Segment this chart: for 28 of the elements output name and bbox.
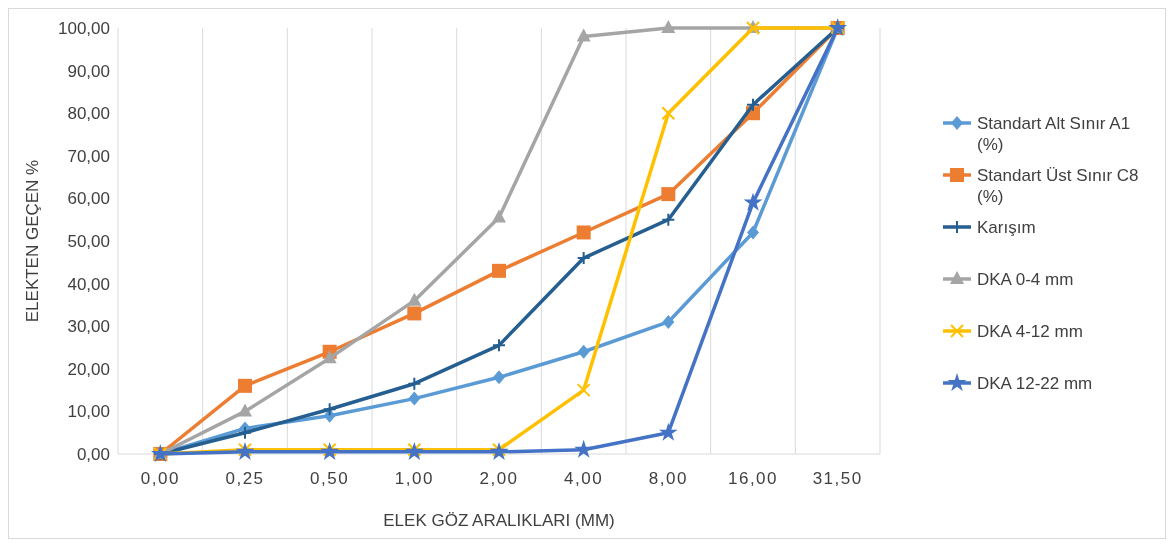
legend-label: DKA 12-22 mm <box>977 374 1093 393</box>
y-tick-label: 70,00 <box>67 146 110 166</box>
x-tick-label: 1,00 <box>394 469 434 488</box>
y-tick-label: 30,00 <box>67 317 110 337</box>
legend-label: DKA 0-4 mm <box>977 270 1074 289</box>
y-tick-label: 50,00 <box>67 232 110 251</box>
y-tick-label: 0,00 <box>76 445 110 464</box>
y-tick-label: 90,00 <box>67 61 110 81</box>
y-axis-title: ELEKTEN GEÇEN % <box>23 159 42 323</box>
x-tick-label: 4,00 <box>564 469 604 488</box>
legend-label: Standart Üst Sınır C8 (%) <box>977 166 1139 206</box>
y-tick-label: 40,00 <box>67 274 110 294</box>
legend-label: Karışım <box>977 218 1036 237</box>
y-tick-label: 80,00 <box>67 104 110 124</box>
x-tick-label: 16,00 <box>727 469 779 488</box>
y-tick-label: 20,00 <box>67 359 110 379</box>
x-tick-label: 0,25 <box>225 469 265 488</box>
x-tick-label: 2,00 <box>479 469 519 488</box>
legend-label: DKA 4-12 mm <box>977 322 1083 341</box>
y-tick-label: 10,00 <box>67 402 110 422</box>
y-tick-label: 100,00 <box>58 19 110 38</box>
legend-label: Standart Alt Sınır A1 (%) <box>977 114 1131 154</box>
x-tick-label: 0,00 <box>140 469 180 488</box>
x-tick-label: 31,50 <box>812 469 863 488</box>
x-tick-label: 0,50 <box>310 469 350 488</box>
x-tick-label: 8,00 <box>648 469 688 488</box>
x-axis-title: ELEK GÖZ ARALIKLARI (MM) <box>383 511 615 530</box>
y-tick-label: 60,00 <box>67 189 110 209</box>
